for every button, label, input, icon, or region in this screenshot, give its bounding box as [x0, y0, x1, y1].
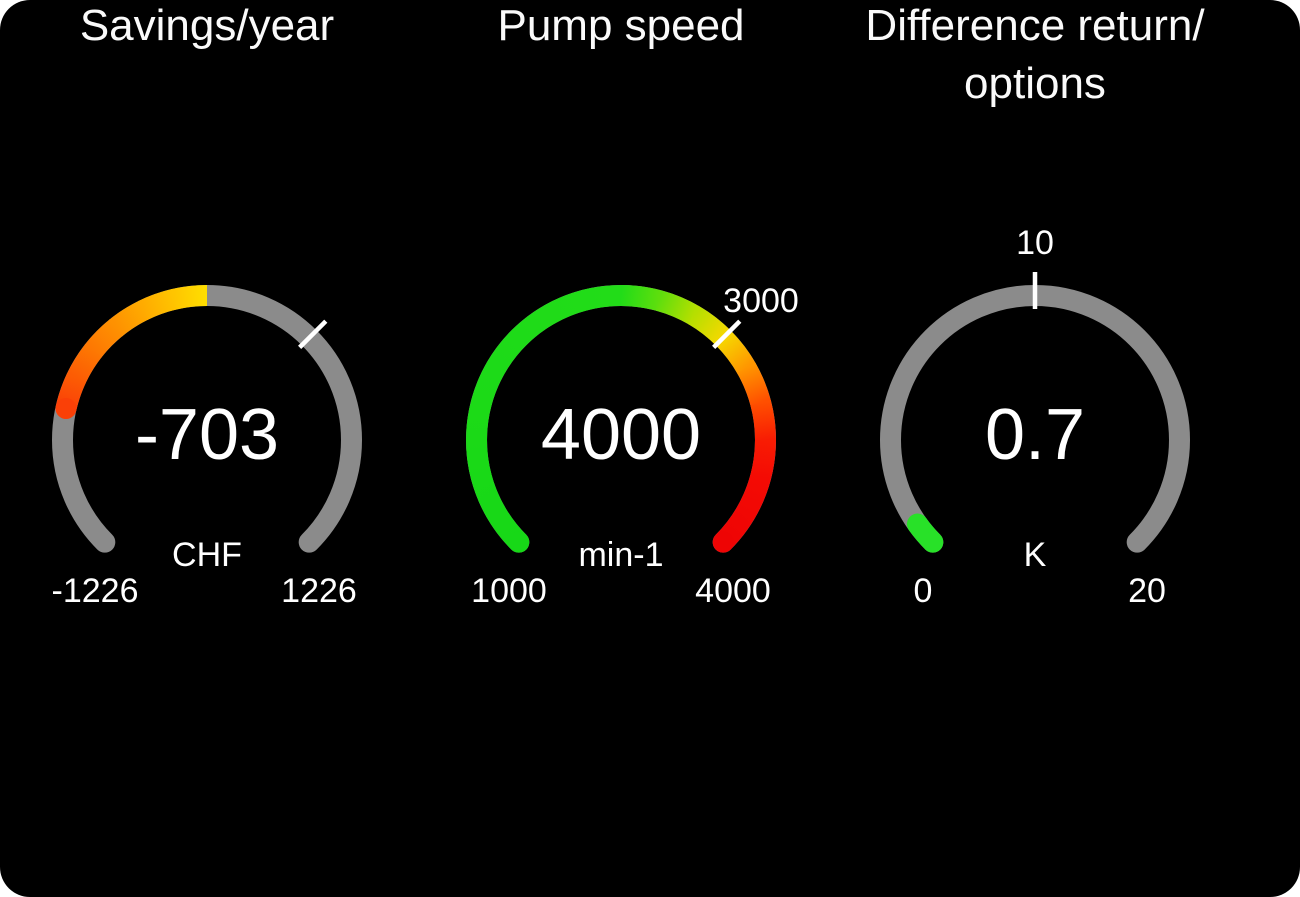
- difference-return-options-gauge: 10 0.7 K 0 20: [880, 230, 1190, 610]
- pump-speed-gauge: 3000 4000 min-1 1000 4000: [466, 282, 799, 610]
- gauge-fill-cap: [922, 531, 944, 553]
- gauge-title-line1: Pump speed: [497, 1, 745, 50]
- gauge-fill-arc: [736, 362, 772, 407]
- gauge-tick-label: 10: [1016, 230, 1054, 262]
- gauge-arc-layer: [52, 285, 362, 553]
- gauge-fill-arc: [750, 399, 776, 442]
- gauge-unit: min-1: [578, 536, 663, 574]
- gauge-min-label: -1226: [52, 572, 139, 610]
- gauge-fill-cap: [55, 398, 77, 420]
- gauge-fill-arc: [466, 438, 492, 481]
- gauge-fill-arc: [715, 330, 757, 375]
- gauge-tile-difference-return-options: Difference return/ options 10 0.7 K 0 20: [828, 0, 1242, 660]
- gauge-fill-arc: [108, 300, 149, 337]
- gauge-fill-cap: [508, 531, 530, 553]
- gauge-title: Difference return/ options: [828, 0, 1242, 113]
- gauge-fill-arc: [84, 319, 124, 359]
- gauge-unit: CHF: [172, 536, 242, 574]
- gauge-fill-arc: [687, 305, 732, 347]
- gauge-max-label: 20: [1128, 572, 1166, 610]
- gauge-unit: K: [1024, 536, 1047, 574]
- gauge-fill-cap: [906, 513, 928, 535]
- gauge-fill-arc: [138, 288, 178, 321]
- gauge-title-line1: Difference return/: [865, 1, 1205, 50]
- gauge-fill-arc: [580, 285, 623, 311]
- gauge-tile-pump-speed: Pump speed 3000 4000 min-1 1000 4000: [414, 0, 828, 660]
- gauge-fill-arc: [486, 329, 528, 374]
- gauge-fill-arc: [620, 285, 663, 312]
- savings-year-gauge: -703 CHF -1226 1226: [52, 285, 362, 610]
- gauge-value: 4000: [541, 395, 701, 475]
- gauge-fill-arc: [655, 290, 700, 325]
- gauge-title: Savings/year: [0, 0, 414, 55]
- gauge-fill-arc: [736, 474, 771, 519]
- gauge-title-line1: Savings/year: [79, 1, 335, 50]
- gauge-threshold-tick: [298, 319, 328, 349]
- gauge-fill-cap: [712, 531, 734, 553]
- gauge-fill-arc: [749, 439, 776, 482]
- gauge-title: Pump speed: [414, 0, 828, 55]
- gauge-min-label: 0: [914, 572, 933, 610]
- gauge-arc-layer: [880, 272, 1190, 553]
- gauge-threshold-tick: [712, 319, 742, 349]
- gauge-tick-label: 3000: [723, 282, 799, 320]
- gauge-fill-arc: [470, 473, 506, 518]
- gauge-fill-arc: [170, 285, 208, 310]
- gauge-fill-arc: [66, 343, 103, 384]
- gauge-fill-arc: [543, 289, 588, 325]
- gauge-fill-arc: [466, 398, 493, 441]
- gauge-title-line2: options: [964, 59, 1106, 108]
- gauge-min-label: 1000: [471, 572, 547, 610]
- gauge-arc-layer: [466, 285, 776, 553]
- gauge-value: 0.7: [985, 395, 1085, 475]
- gauge-fill-arc: [471, 361, 506, 406]
- gauge-fill-arc: [511, 304, 556, 346]
- gauge-max-label: 4000: [695, 572, 771, 610]
- gauge-max-label: 1226: [281, 572, 357, 610]
- gauge-tile-savings-year: Savings/year -703 CHF -1226 1226: [0, 0, 414, 660]
- gauge-value: -703: [135, 395, 279, 475]
